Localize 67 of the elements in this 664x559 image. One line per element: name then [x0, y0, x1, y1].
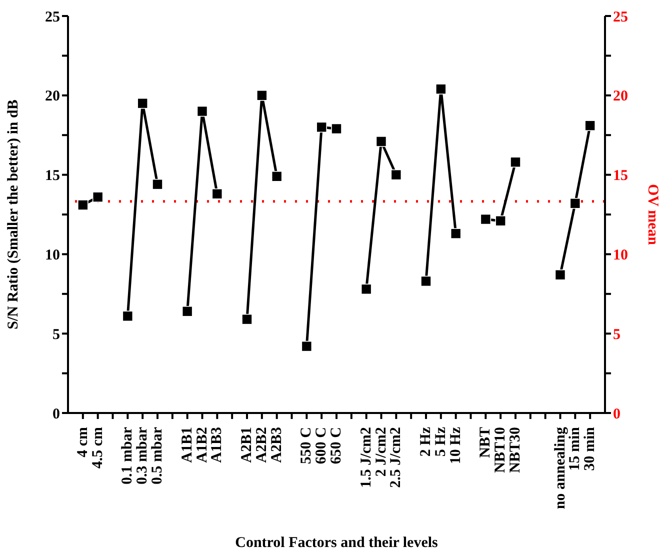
x-tick-label: 10 Hz	[448, 426, 464, 464]
point	[78, 200, 88, 210]
x-tick-label: A1B2	[194, 427, 210, 463]
y-tick-label: 0	[52, 406, 60, 422]
y2-tick-label: 5	[613, 326, 620, 343]
point	[510, 156, 521, 168]
point	[182, 306, 193, 317]
y2-tick-label: 20	[613, 88, 628, 105]
x-tick-label: A2B2	[254, 427, 270, 463]
x-tick-label: 650 C	[328, 427, 344, 464]
y2-tick-label: 10	[613, 248, 628, 264]
point	[212, 188, 223, 200]
point	[137, 98, 148, 109]
x-tick-label: A2B3	[268, 427, 285, 463]
x-axis-title: Control Factors and their levels	[235, 535, 438, 551]
x-tick-label: 4.5 cm	[90, 426, 106, 469]
x-tick-label: NBT	[478, 427, 494, 458]
x-tick-label: A1B1	[179, 427, 196, 463]
point	[196, 106, 208, 117]
point	[436, 84, 446, 94]
x-tick-label: A1B3	[209, 427, 226, 463]
point	[301, 340, 312, 352]
y2-tick-label: 15	[613, 168, 628, 184]
point	[570, 198, 581, 209]
point	[256, 90, 268, 101]
y2-tick-label: 25	[613, 9, 628, 26]
point	[450, 228, 462, 239]
x-tick-label: 2.5 J/cm2	[388, 427, 404, 488]
x-tick-label: no annealing	[552, 426, 568, 510]
point	[271, 170, 282, 182]
y-axis-title: S/N Ratio (Smaller the better) in dB	[5, 100, 22, 330]
point	[554, 269, 566, 280]
y2-axis-title: OV mean	[644, 184, 661, 246]
x-tick-label: 30 min	[582, 426, 598, 471]
point	[242, 314, 252, 325]
x-tick-label: A2B1	[239, 427, 255, 463]
y-tick-label: 25	[45, 9, 60, 26]
x-tick-label: 550 C	[298, 427, 315, 464]
y2-tick-label: 0	[613, 406, 620, 422]
x-tick-label: 0.1 mbar	[120, 426, 136, 484]
x-tick-label: 2 Hz	[418, 426, 434, 457]
point	[92, 192, 104, 202]
point	[360, 284, 372, 295]
point	[316, 122, 327, 133]
x-tick-label: 2 J/cm2	[373, 427, 390, 477]
point	[420, 276, 432, 287]
x-tick-label: 1.5 J/cm2	[358, 427, 374, 488]
y-tick-label: 10	[45, 248, 60, 264]
point	[390, 169, 402, 180]
point	[480, 214, 492, 225]
x-tick-label: NBT10	[492, 427, 509, 473]
x-tick-label: 5 Hz	[432, 426, 449, 457]
x-tick-label: 4 cm	[74, 426, 91, 458]
point	[584, 120, 596, 131]
x-tick-label: 0.3 mbar	[134, 426, 151, 484]
x-tick-label: 600 C	[314, 427, 330, 464]
point	[122, 310, 134, 322]
point	[376, 136, 387, 147]
y-tick-label: 5	[52, 326, 60, 343]
point	[331, 123, 342, 134]
x-tick-label: NBT30	[508, 427, 524, 473]
x-tick-label: 0.5 mbar	[150, 426, 166, 484]
point	[152, 178, 163, 190]
x-tick-label: 15 min	[567, 426, 584, 471]
point	[495, 215, 506, 226]
y-tick-label: 15	[45, 168, 60, 184]
y-tick-label: 20	[45, 88, 60, 105]
